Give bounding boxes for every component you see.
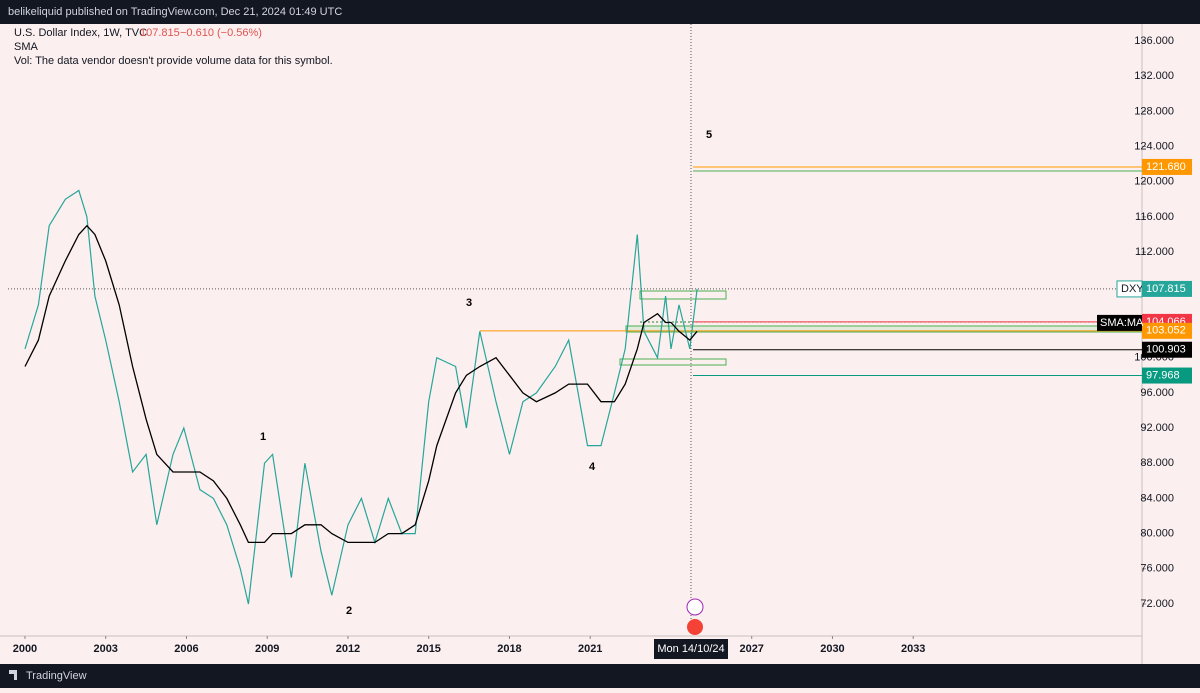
y-tick-label: 112.000	[1135, 246, 1174, 258]
publisher: belikeliquid published on TradingView.co…	[8, 6, 342, 18]
price-tag-label: 103.052	[1146, 325, 1186, 337]
crosshair-date: Mon 14/10/24	[657, 643, 724, 655]
y-tick-label: 136.000	[1134, 35, 1174, 47]
y-tick-label: 116.000	[1135, 211, 1174, 223]
y-tick-label: 132.000	[1134, 70, 1174, 82]
x-tick-label: 2009	[255, 643, 279, 655]
y-tick-label: 76.000	[1140, 563, 1174, 575]
wave-label: 4	[589, 461, 596, 473]
legend-change: −0.610 (−0.56%)	[180, 27, 262, 39]
y-tick-label: 120.000	[1134, 176, 1174, 188]
wave-label: 3	[466, 297, 472, 309]
x-tick-label: 2003	[93, 643, 117, 655]
y-tick-label: 84.000	[1140, 492, 1174, 504]
series-line	[24, 189, 698, 605]
x-tick-label: 2015	[416, 643, 440, 655]
y-tick-label: 80.000	[1140, 528, 1174, 540]
x-tick-label: 2033	[901, 643, 925, 655]
series-tag-label: SMA:MA	[1100, 317, 1144, 329]
y-tick-label: 128.000	[1134, 105, 1174, 117]
x-tick-label: 2000	[13, 643, 37, 655]
x-tick-label: 2027	[739, 643, 763, 655]
legend-symbol: U.S. Dollar Index, 1W, TVC	[14, 27, 147, 39]
wave-label: 1	[260, 431, 266, 443]
y-tick-label: 92.000	[1140, 422, 1174, 434]
wave-labels: 1 2 3 4 5	[260, 129, 712, 617]
wave-label: 5	[706, 129, 712, 141]
x-tick-label: 2030	[820, 643, 844, 655]
crosshair-date-box	[654, 639, 728, 659]
y-tick-label: 124.000	[1134, 140, 1174, 152]
x-tick-label: 2006	[174, 643, 198, 655]
price-tag-label: 121.680	[1146, 161, 1186, 173]
price-tag	[1142, 158, 1192, 175]
price-tag-label: 97.968	[1146, 369, 1180, 381]
y-tick-label: 88.000	[1140, 457, 1174, 469]
price-tag	[1142, 341, 1192, 358]
top-bar	[0, 0, 1200, 24]
y-tick-label: 96.000	[1140, 387, 1174, 399]
brand-logo	[9, 670, 17, 680]
event-icon[interactable]	[687, 619, 703, 635]
y-tick-label: 72.000	[1140, 598, 1174, 610]
legend-sma: SMA	[14, 41, 39, 53]
x-tick-label: 2012	[336, 643, 360, 655]
legend-vol: Vol: The data vendor doesn't provide vol…	[14, 55, 333, 67]
series-line	[24, 224, 698, 544]
bottom-bar	[0, 664, 1200, 688]
brand: TradingView	[26, 670, 87, 682]
price-tag	[1142, 322, 1192, 339]
x-tick-label: 2018	[497, 643, 521, 655]
legend-price: 107.815	[140, 27, 180, 39]
price-tag	[1142, 280, 1192, 297]
x-tick-label: 2021	[578, 643, 602, 655]
zone-box	[639, 290, 727, 300]
event-icon[interactable]	[686, 598, 704, 616]
wave-label: 2	[346, 605, 352, 617]
price-tag-label: 100.903	[1146, 344, 1186, 356]
chart-panel	[0, 24, 1200, 664]
price-tag	[1142, 367, 1192, 384]
series-tag-label: DXY	[1121, 283, 1144, 295]
price-tag-label: 107.815	[1146, 283, 1186, 295]
series-tag	[1097, 314, 1142, 331]
zone-box	[619, 358, 727, 366]
